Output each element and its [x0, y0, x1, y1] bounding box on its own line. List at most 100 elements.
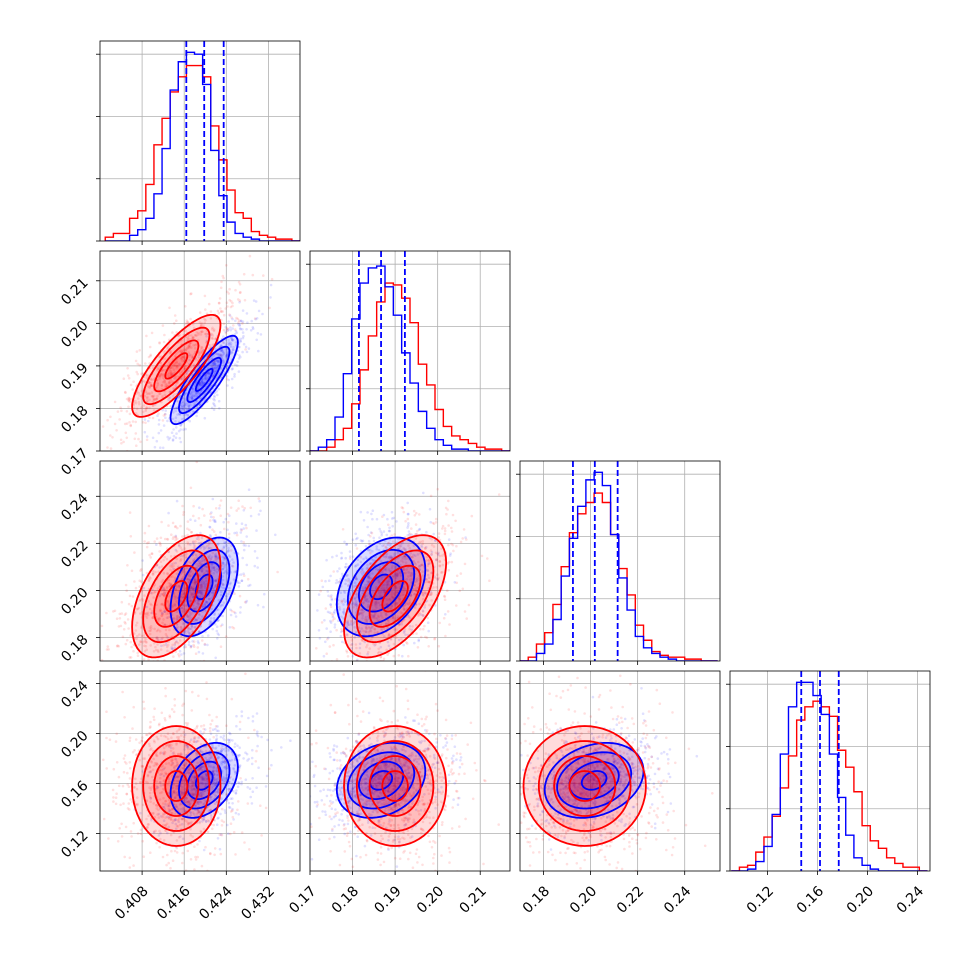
sample-point	[384, 622, 388, 626]
sample-point	[106, 418, 109, 422]
sample-point	[443, 527, 447, 530]
sample-point	[182, 414, 186, 417]
sample-point	[429, 581, 432, 584]
sample-point	[150, 672, 153, 675]
sample-point	[149, 591, 153, 595]
sample-point	[233, 745, 236, 749]
sample-point	[177, 653, 180, 656]
sample-point	[184, 348, 188, 352]
sample-point	[208, 796, 212, 799]
sample-point	[170, 372, 173, 375]
sample-point	[348, 557, 352, 560]
sample-point	[180, 667, 183, 670]
sample-point	[441, 554, 444, 557]
sample-point	[174, 640, 178, 644]
sample-point	[81, 429, 84, 432]
sample-point	[239, 528, 243, 531]
sample-point	[181, 404, 184, 408]
sample-point	[380, 586, 383, 589]
sample-point	[212, 572, 215, 575]
sample-point	[161, 368, 165, 372]
sample-point	[201, 635, 204, 638]
sample-point	[438, 621, 442, 625]
sample-point	[197, 383, 201, 387]
sample-point	[426, 568, 429, 572]
sample-point	[188, 632, 192, 635]
sample-point	[211, 627, 214, 631]
sample-point	[369, 626, 373, 630]
sample-point	[355, 547, 359, 550]
sample-point	[395, 636, 398, 639]
sample-point	[402, 608, 406, 611]
sample-point	[237, 813, 240, 816]
sample-point	[154, 570, 157, 574]
sample-point	[159, 462, 162, 465]
sample-point	[173, 643, 177, 646]
sample-point	[396, 574, 399, 578]
sample-point	[161, 578, 165, 582]
sample-point	[403, 554, 407, 558]
sample-point	[133, 666, 136, 669]
sample-point	[386, 583, 390, 587]
sample-point	[394, 586, 398, 589]
sample-point	[209, 619, 212, 623]
sample-point	[145, 545, 149, 549]
sample-point	[447, 499, 450, 503]
sample-point	[445, 512, 448, 516]
sample-point	[188, 578, 191, 582]
sample-point	[197, 535, 200, 539]
sample-point	[238, 746, 241, 749]
sample-point	[186, 338, 190, 341]
sample-point	[366, 525, 369, 529]
sample-point	[376, 631, 379, 634]
sample-point	[188, 355, 191, 358]
sample-point	[228, 514, 231, 517]
sample-point	[430, 591, 434, 595]
sample-point	[154, 466, 157, 469]
sample-point	[168, 371, 171, 375]
x-tick-label: 0.24	[894, 883, 927, 916]
sample-point	[138, 633, 141, 636]
sample-point	[181, 596, 185, 600]
sample-point	[379, 595, 382, 598]
sample-point	[192, 781, 196, 785]
sample-point	[210, 356, 213, 359]
sample-point	[385, 552, 389, 555]
contour-line	[142, 326, 211, 406]
sample-point	[176, 350, 180, 354]
sample-point	[189, 518, 192, 521]
sample-point	[143, 673, 146, 676]
sample-point	[405, 578, 409, 581]
sample-point	[389, 542, 393, 546]
sample-point	[233, 758, 237, 761]
sample-point	[370, 531, 374, 535]
sample-point	[161, 380, 165, 384]
sample-point	[213, 395, 216, 399]
sample-point	[422, 597, 425, 601]
sample-point	[216, 632, 220, 635]
sample-point	[95, 669, 98, 672]
sample-point	[236, 360, 239, 364]
sample-point	[224, 563, 227, 567]
sample-point	[225, 377, 229, 381]
sample-point	[162, 644, 165, 647]
sample-point	[321, 685, 324, 688]
sample-point	[200, 592, 204, 595]
sample-point	[193, 580, 197, 584]
sample-point	[379, 590, 383, 594]
sample-point	[392, 587, 395, 590]
sample-point	[214, 366, 217, 370]
sample-point	[221, 358, 225, 362]
sample-point	[187, 577, 190, 581]
sample-point	[156, 381, 159, 385]
sample-point	[174, 561, 177, 565]
sample-point	[134, 624, 138, 627]
sample-point	[165, 679, 168, 682]
sample-point	[332, 570, 336, 573]
sample-point	[124, 583, 128, 587]
sample-point	[240, 579, 244, 582]
sample-point	[188, 575, 191, 578]
sample-point	[205, 600, 209, 604]
sample-point	[218, 354, 222, 358]
sample-point	[384, 622, 388, 625]
